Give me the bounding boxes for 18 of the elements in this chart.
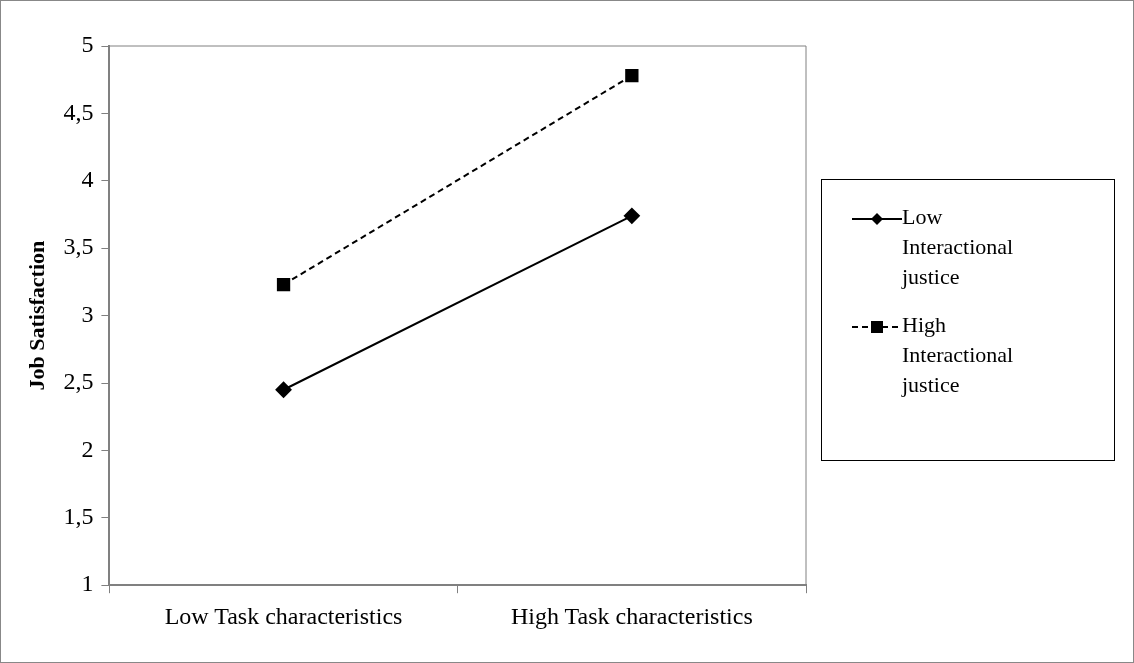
y-tick-label: 3 bbox=[81, 300, 94, 327]
y-tick-label: 1,5 bbox=[63, 503, 94, 530]
point bbox=[275, 381, 292, 398]
y-tick-label: 2,5 bbox=[63, 368, 94, 395]
point bbox=[276, 277, 291, 292]
y-axis-title: Job Satisfaction bbox=[23, 240, 49, 391]
legend-label: Low Interactional justice bbox=[902, 203, 1015, 291]
point bbox=[625, 69, 639, 83]
point bbox=[623, 207, 640, 224]
x-tick-label: Low Task characteristics bbox=[164, 602, 403, 629]
legend-label: High Interactional justice bbox=[902, 311, 1015, 399]
y-tick-label: 1 bbox=[81, 570, 94, 597]
x-tick-label: High Task characteristics bbox=[510, 602, 753, 629]
y-tick-label: 5 bbox=[81, 31, 94, 58]
y-tick-label: 4,5 bbox=[63, 98, 94, 125]
y-tick-label: 2 bbox=[81, 435, 94, 462]
y-tick-label: 4 bbox=[81, 166, 94, 193]
y-tick-label: 3,5 bbox=[63, 233, 94, 260]
